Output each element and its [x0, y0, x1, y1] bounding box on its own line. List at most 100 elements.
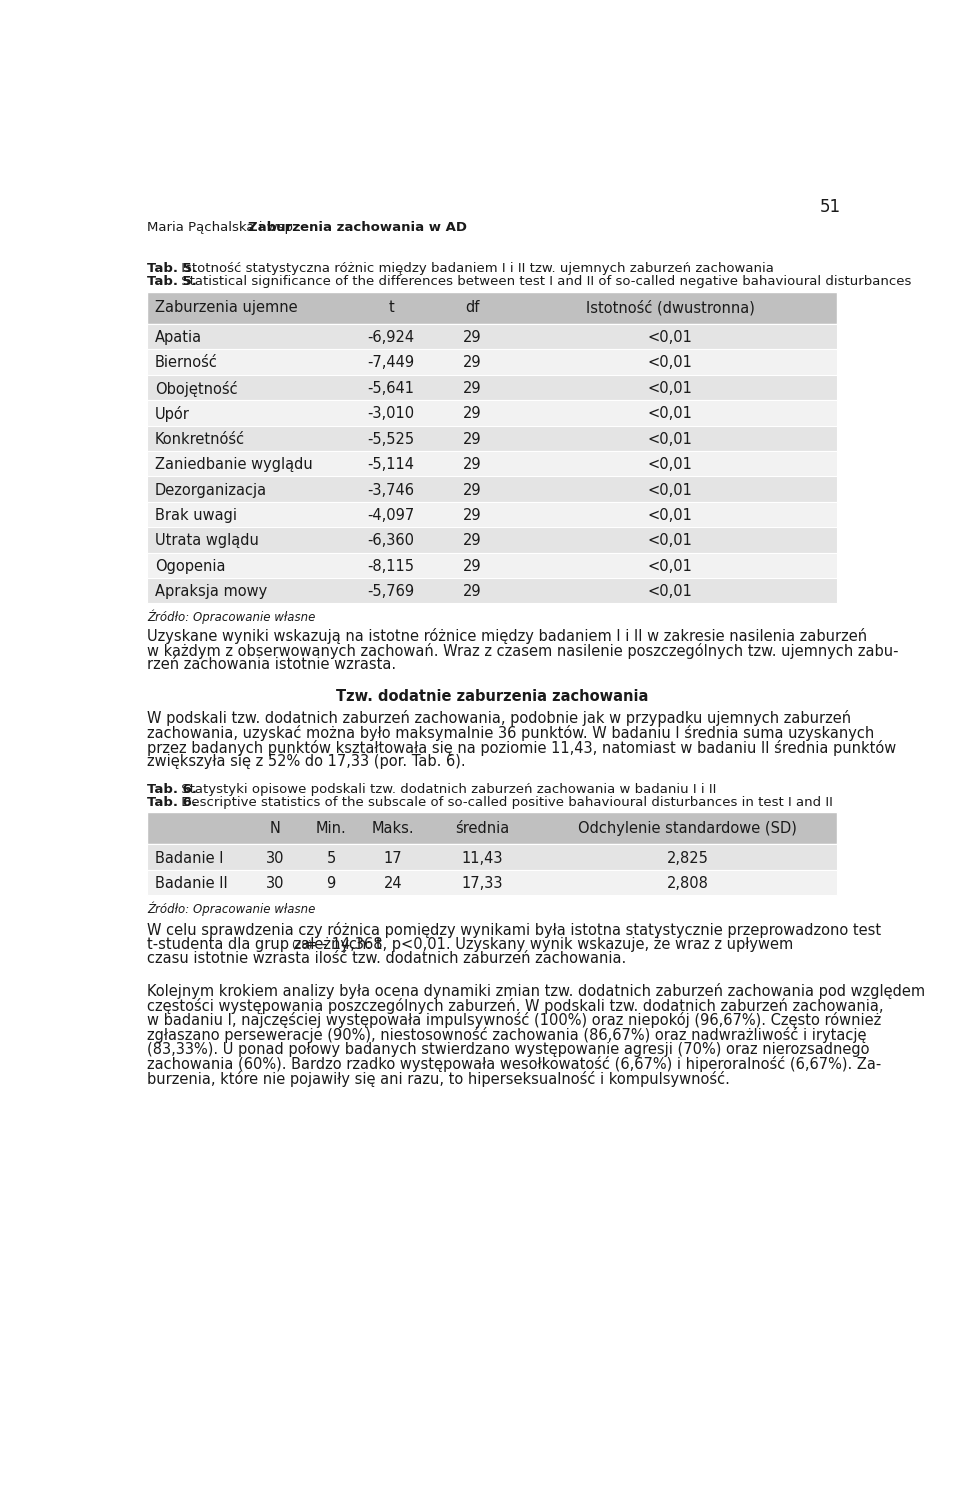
Text: Odchylenie standardowe (SD): Odchylenie standardowe (SD): [578, 821, 797, 836]
Text: <0,01: <0,01: [648, 559, 693, 573]
Text: <0,01: <0,01: [648, 534, 693, 549]
Text: Maks.: Maks.: [372, 821, 415, 836]
Text: <0,01: <0,01: [648, 355, 693, 370]
Text: Badanie I: Badanie I: [155, 851, 224, 865]
Text: Utrata wglądu: Utrata wglądu: [155, 534, 259, 549]
Text: <0,01: <0,01: [648, 407, 693, 422]
Text: -6,924: -6,924: [368, 330, 415, 345]
Bar: [147, 375, 837, 401]
Bar: [147, 476, 837, 502]
Text: 9: 9: [326, 875, 336, 891]
Text: -5,114: -5,114: [368, 457, 415, 472]
Text: 11,43: 11,43: [462, 851, 503, 865]
Text: 29: 29: [464, 432, 482, 446]
Text: 5: 5: [326, 851, 336, 865]
Bar: [147, 324, 837, 349]
Text: przez badanych punktów kształtowała się na poziomie 11,43, natomiast w badaniu I: przez badanych punktów kształtowała się …: [147, 739, 897, 756]
Text: -6,360: -6,360: [368, 534, 415, 549]
Text: częstości występowania poszczególnych zaburzeń. W podskali tzw. dodatnich zaburz: częstości występowania poszczególnych za…: [147, 998, 883, 1013]
Bar: [147, 578, 837, 603]
Text: zgłaszano perseweracje (90%), niestosowność zachowania (86,67%) oraz nadwrażliwo: zgłaszano perseweracje (90%), niestosown…: [147, 1027, 867, 1043]
Text: Tab. 5.: Tab. 5.: [147, 275, 197, 289]
Text: Tzw. dodatnie zaburzenia zachowania: Tzw. dodatnie zaburzenia zachowania: [336, 689, 648, 705]
Text: -7,449: -7,449: [368, 355, 415, 370]
Text: 17,33: 17,33: [462, 875, 503, 891]
Text: Badanie II: Badanie II: [155, 875, 228, 891]
Text: Zaburzenia zachowania w AD: Zaburzenia zachowania w AD: [249, 221, 468, 234]
Text: zachowania (60%). Bardzo rzadko występowała wesołkowatość (6,67%) i hiperoralnoś: zachowania (60%). Bardzo rzadko występow…: [147, 1057, 881, 1072]
Text: -3,010: -3,010: [368, 407, 415, 422]
Text: <0,01: <0,01: [648, 482, 693, 497]
Text: <0,01: <0,01: [648, 432, 693, 446]
Text: Min.: Min.: [316, 821, 347, 836]
Bar: [147, 812, 837, 844]
Text: <0,01: <0,01: [648, 381, 693, 396]
Text: <0,01: <0,01: [648, 508, 693, 523]
Text: Statystyki opisowe podskali tzw. dodatnich zaburzeń zachowania w badaniu I i II: Statystyki opisowe podskali tzw. dodatni…: [177, 783, 716, 795]
Text: 29: 29: [464, 534, 482, 549]
Text: 29: 29: [464, 508, 482, 523]
Text: W podskali tzw. dodatnich zaburzeń zachowania, podobnie jak w przypadku ujemnych: W podskali tzw. dodatnich zaburzeń zacho…: [147, 711, 852, 726]
Text: 29: 29: [464, 584, 482, 599]
Text: N: N: [270, 821, 280, 836]
Text: <0,01: <0,01: [648, 584, 693, 599]
Text: Statistical significance of the differences between test I and II of so-called n: Statistical significance of the differen…: [177, 275, 911, 289]
Bar: [147, 401, 837, 425]
Bar: [147, 502, 837, 528]
Text: Descriptive statistics of the subscale of so-called positive bahavioural disturb: Descriptive statistics of the subscale o…: [177, 795, 832, 809]
Bar: [147, 292, 837, 324]
Text: -8,115: -8,115: [368, 559, 415, 573]
Text: -3,746: -3,746: [368, 482, 415, 497]
Text: zwiększyła się z 52% do 17,33 (por. Tab. 6).: zwiększyła się z 52% do 17,33 (por. Tab.…: [147, 754, 466, 770]
Text: Tab. 5.: Tab. 5.: [147, 262, 197, 275]
Text: 2,808: 2,808: [667, 875, 708, 891]
Text: 29: 29: [464, 330, 482, 345]
Text: Tab. 6.: Tab. 6.: [147, 795, 197, 809]
Text: Kolejnym krokiem analizy była ocena dynamiki zmian tzw. dodatnich zaburzeń zacho: Kolejnym krokiem analizy była ocena dyna…: [147, 983, 925, 999]
Bar: [147, 552, 837, 578]
Text: Dezorganizacja: Dezorganizacja: [155, 482, 267, 497]
Bar: [147, 451, 837, 476]
Text: 29: 29: [464, 457, 482, 472]
Text: Źródło: Opracowanie własne: Źródło: Opracowanie własne: [147, 901, 316, 916]
Bar: [147, 349, 837, 375]
Text: Konkretnóść: Konkretnóść: [155, 432, 245, 446]
Text: Ogopenia: Ogopenia: [155, 559, 226, 573]
Bar: [147, 528, 837, 552]
Text: 29: 29: [464, 559, 482, 573]
Text: 29: 29: [464, 482, 482, 497]
Text: W celu sprawdzenia czy różnica pomiędzy wynikami była istotna statystycznie prze: W celu sprawdzenia czy różnica pomiędzy …: [147, 922, 881, 937]
Text: <0,01: <0,01: [648, 457, 693, 472]
Text: 29: 29: [464, 355, 482, 370]
Text: 2,825: 2,825: [667, 851, 708, 865]
Text: 30: 30: [266, 851, 284, 865]
Text: Obojętność: Obojętność: [155, 381, 237, 396]
Bar: [147, 869, 837, 895]
Text: Zaburzenia ujemne: Zaburzenia ujemne: [155, 299, 298, 314]
Text: -5,525: -5,525: [368, 432, 415, 446]
Text: Maria Pąchalska i wsp.:: Maria Pąchalska i wsp.:: [147, 221, 306, 234]
Text: Apraksja mowy: Apraksja mowy: [155, 584, 267, 599]
Text: zachowania, uzyskać można było maksymalnie 36 punktów. W badaniu I średnia suma : zachowania, uzyskać można było maksymaln…: [147, 726, 875, 741]
Text: <0,01: <0,01: [648, 330, 693, 345]
Text: burzenia, które nie pojawiły się ani razu, to hiperseksualność i kompulsywność.: burzenia, które nie pojawiły się ani raz…: [147, 1070, 730, 1087]
Text: 17: 17: [384, 851, 402, 865]
Text: t-studenta dla grup zależnych: t: t-studenta dla grup zależnych: t: [147, 937, 382, 953]
Text: (83,33%). U ponad połowy badanych stwierdzano występowanie agresji (70%) oraz ni: (83,33%). U ponad połowy badanych stwier…: [147, 1042, 870, 1057]
Text: -5,769: -5,769: [368, 584, 415, 599]
Text: w każdym z obserwowanych zachowań. Wraz z czasem nasilenie poszczególnych tzw. u: w każdym z obserwowanych zachowań. Wraz …: [147, 643, 899, 659]
Text: 24: 24: [384, 875, 402, 891]
Text: 29: 29: [464, 407, 482, 422]
Text: 29: 29: [464, 381, 482, 396]
Text: Istotność (dwustronna): Istotność (dwustronna): [586, 299, 755, 316]
Text: w badaniu I, najczęściej występowała impulsywność (100%) oraz niepokój (96,67%).: w badaniu I, najczęściej występowała imp…: [147, 1012, 881, 1028]
Text: -4,097: -4,097: [368, 508, 415, 523]
Text: Brak uwagi: Brak uwagi: [155, 508, 237, 523]
Text: Upór: Upór: [155, 407, 190, 422]
Text: -5,641: -5,641: [368, 381, 415, 396]
Text: t: t: [389, 299, 395, 314]
Text: Zaniedbanie wyglądu: Zaniedbanie wyglądu: [155, 457, 313, 472]
Text: (29): (29): [292, 940, 313, 950]
Text: rzeń zachowania istotnie wzrasta.: rzeń zachowania istotnie wzrasta.: [147, 658, 396, 673]
Bar: [147, 844, 837, 869]
